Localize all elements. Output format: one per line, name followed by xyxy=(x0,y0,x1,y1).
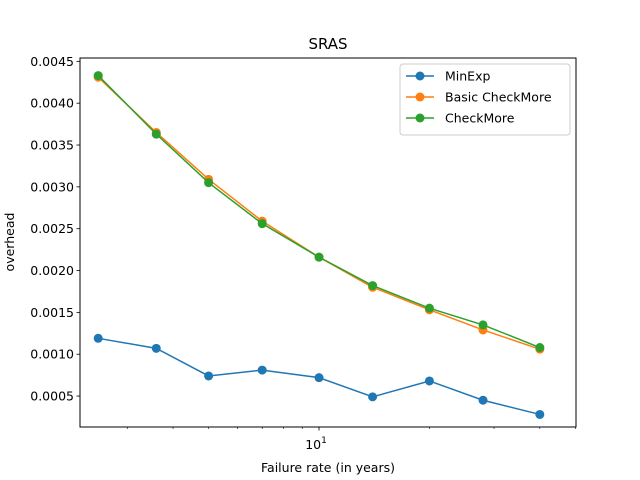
y-tick-label: 0.0030 xyxy=(30,179,74,194)
data-point-series-0 xyxy=(368,392,378,402)
plot-frame xyxy=(79,57,577,428)
legend-marker-2 xyxy=(415,113,425,123)
data-point-series-2 xyxy=(314,252,324,262)
chart-title: SRAS xyxy=(308,35,347,53)
data-point-series-2 xyxy=(204,178,214,188)
data-point-series-0 xyxy=(204,371,214,381)
legend-label-0: MinExp xyxy=(445,69,490,84)
data-point-series-2 xyxy=(257,219,267,229)
data-point-series-0 xyxy=(151,343,161,353)
data-point-series-2 xyxy=(368,281,378,291)
legend-box xyxy=(399,63,571,136)
y-tick-label: 0.0045 xyxy=(30,54,74,69)
data-point-series-2 xyxy=(93,71,103,81)
y-tick-label: 0.0035 xyxy=(30,138,74,153)
data-point-series-0 xyxy=(535,409,545,419)
x-axis-title: Failure rate (in years) xyxy=(261,460,395,475)
y-tick-label: 0.0020 xyxy=(30,263,74,278)
y-tick-label: 0.0040 xyxy=(30,96,74,111)
data-point-series-0 xyxy=(257,365,267,375)
legend-label-1: Basic CheckMore xyxy=(445,90,552,105)
data-point-series-0 xyxy=(93,333,103,343)
legend-label-2: CheckMore xyxy=(445,111,515,126)
data-point-series-0 xyxy=(424,376,434,386)
y-axis-title: overhead xyxy=(2,213,17,272)
data-point-series-2 xyxy=(424,303,434,313)
data-point-series-0 xyxy=(478,395,488,405)
data-point-series-2 xyxy=(478,320,488,330)
y-tick-label: 0.0005 xyxy=(30,389,74,404)
y-tick-label: 0.0025 xyxy=(30,221,74,236)
legend-marker-0 xyxy=(415,71,425,81)
data-point-series-2 xyxy=(151,129,161,139)
data-point-series-2 xyxy=(535,343,545,353)
data-point-series-0 xyxy=(314,373,324,383)
legend-marker-1 xyxy=(415,92,425,102)
y-tick-label: 0.0015 xyxy=(30,305,74,320)
y-tick-label: 0.0010 xyxy=(30,347,74,362)
